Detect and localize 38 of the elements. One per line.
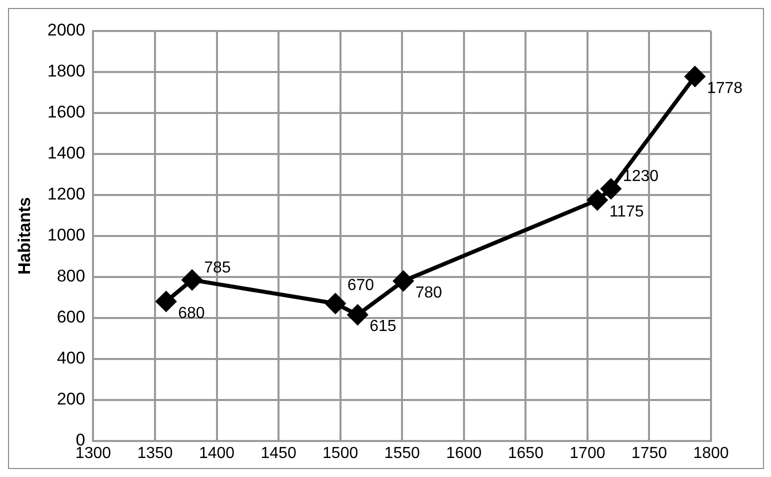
- data-label: 670: [347, 276, 374, 294]
- x-tick-label: 1350: [137, 444, 173, 462]
- data-label: 1778: [706, 80, 743, 97]
- y-tick-label: 1800: [47, 62, 86, 81]
- x-tick-label: 1550: [384, 444, 420, 462]
- data-label: 780: [415, 284, 442, 302]
- data-label: 1175: [609, 203, 644, 220]
- y-tick-label: 2000: [47, 20, 86, 40]
- data-label: 785: [204, 259, 231, 276]
- x-tick-label: 1400: [198, 444, 235, 462]
- y-tick-label: 1400: [47, 144, 86, 163]
- x-tick-label: 1650: [508, 444, 544, 462]
- x-tick-label: 1450: [260, 444, 296, 462]
- x-tick-label: 1700: [570, 444, 606, 462]
- x-tick-label: 1600: [446, 444, 482, 462]
- y-tick-label: 600: [56, 308, 86, 327]
- x-tick-label: 1750: [631, 444, 668, 462]
- x-tick-label: 1300: [75, 444, 112, 462]
- y-axis-title: Habitants: [14, 197, 34, 275]
- data-label: 615: [370, 318, 396, 336]
- data-label: 680: [178, 304, 205, 322]
- point: [156, 291, 176, 312]
- y-tick-label: 200: [56, 390, 86, 409]
- y-tick-label: 800: [56, 266, 86, 286]
- point: [684, 66, 705, 86]
- point: [325, 294, 346, 314]
- y-tick-label: 1200: [47, 184, 86, 204]
- y-tick-label: 1000: [47, 226, 86, 245]
- point: [393, 270, 414, 291]
- point: [348, 304, 368, 325]
- data-label: 1230: [622, 168, 659, 186]
- point: [600, 178, 621, 199]
- x-tick-label: 1500: [322, 444, 358, 462]
- x-tick-label: 1800: [693, 444, 729, 462]
- point: [182, 270, 202, 290]
- y-tick-label: 400: [56, 348, 86, 368]
- point: [587, 190, 608, 210]
- y-tick-label: 1600: [47, 102, 86, 122]
